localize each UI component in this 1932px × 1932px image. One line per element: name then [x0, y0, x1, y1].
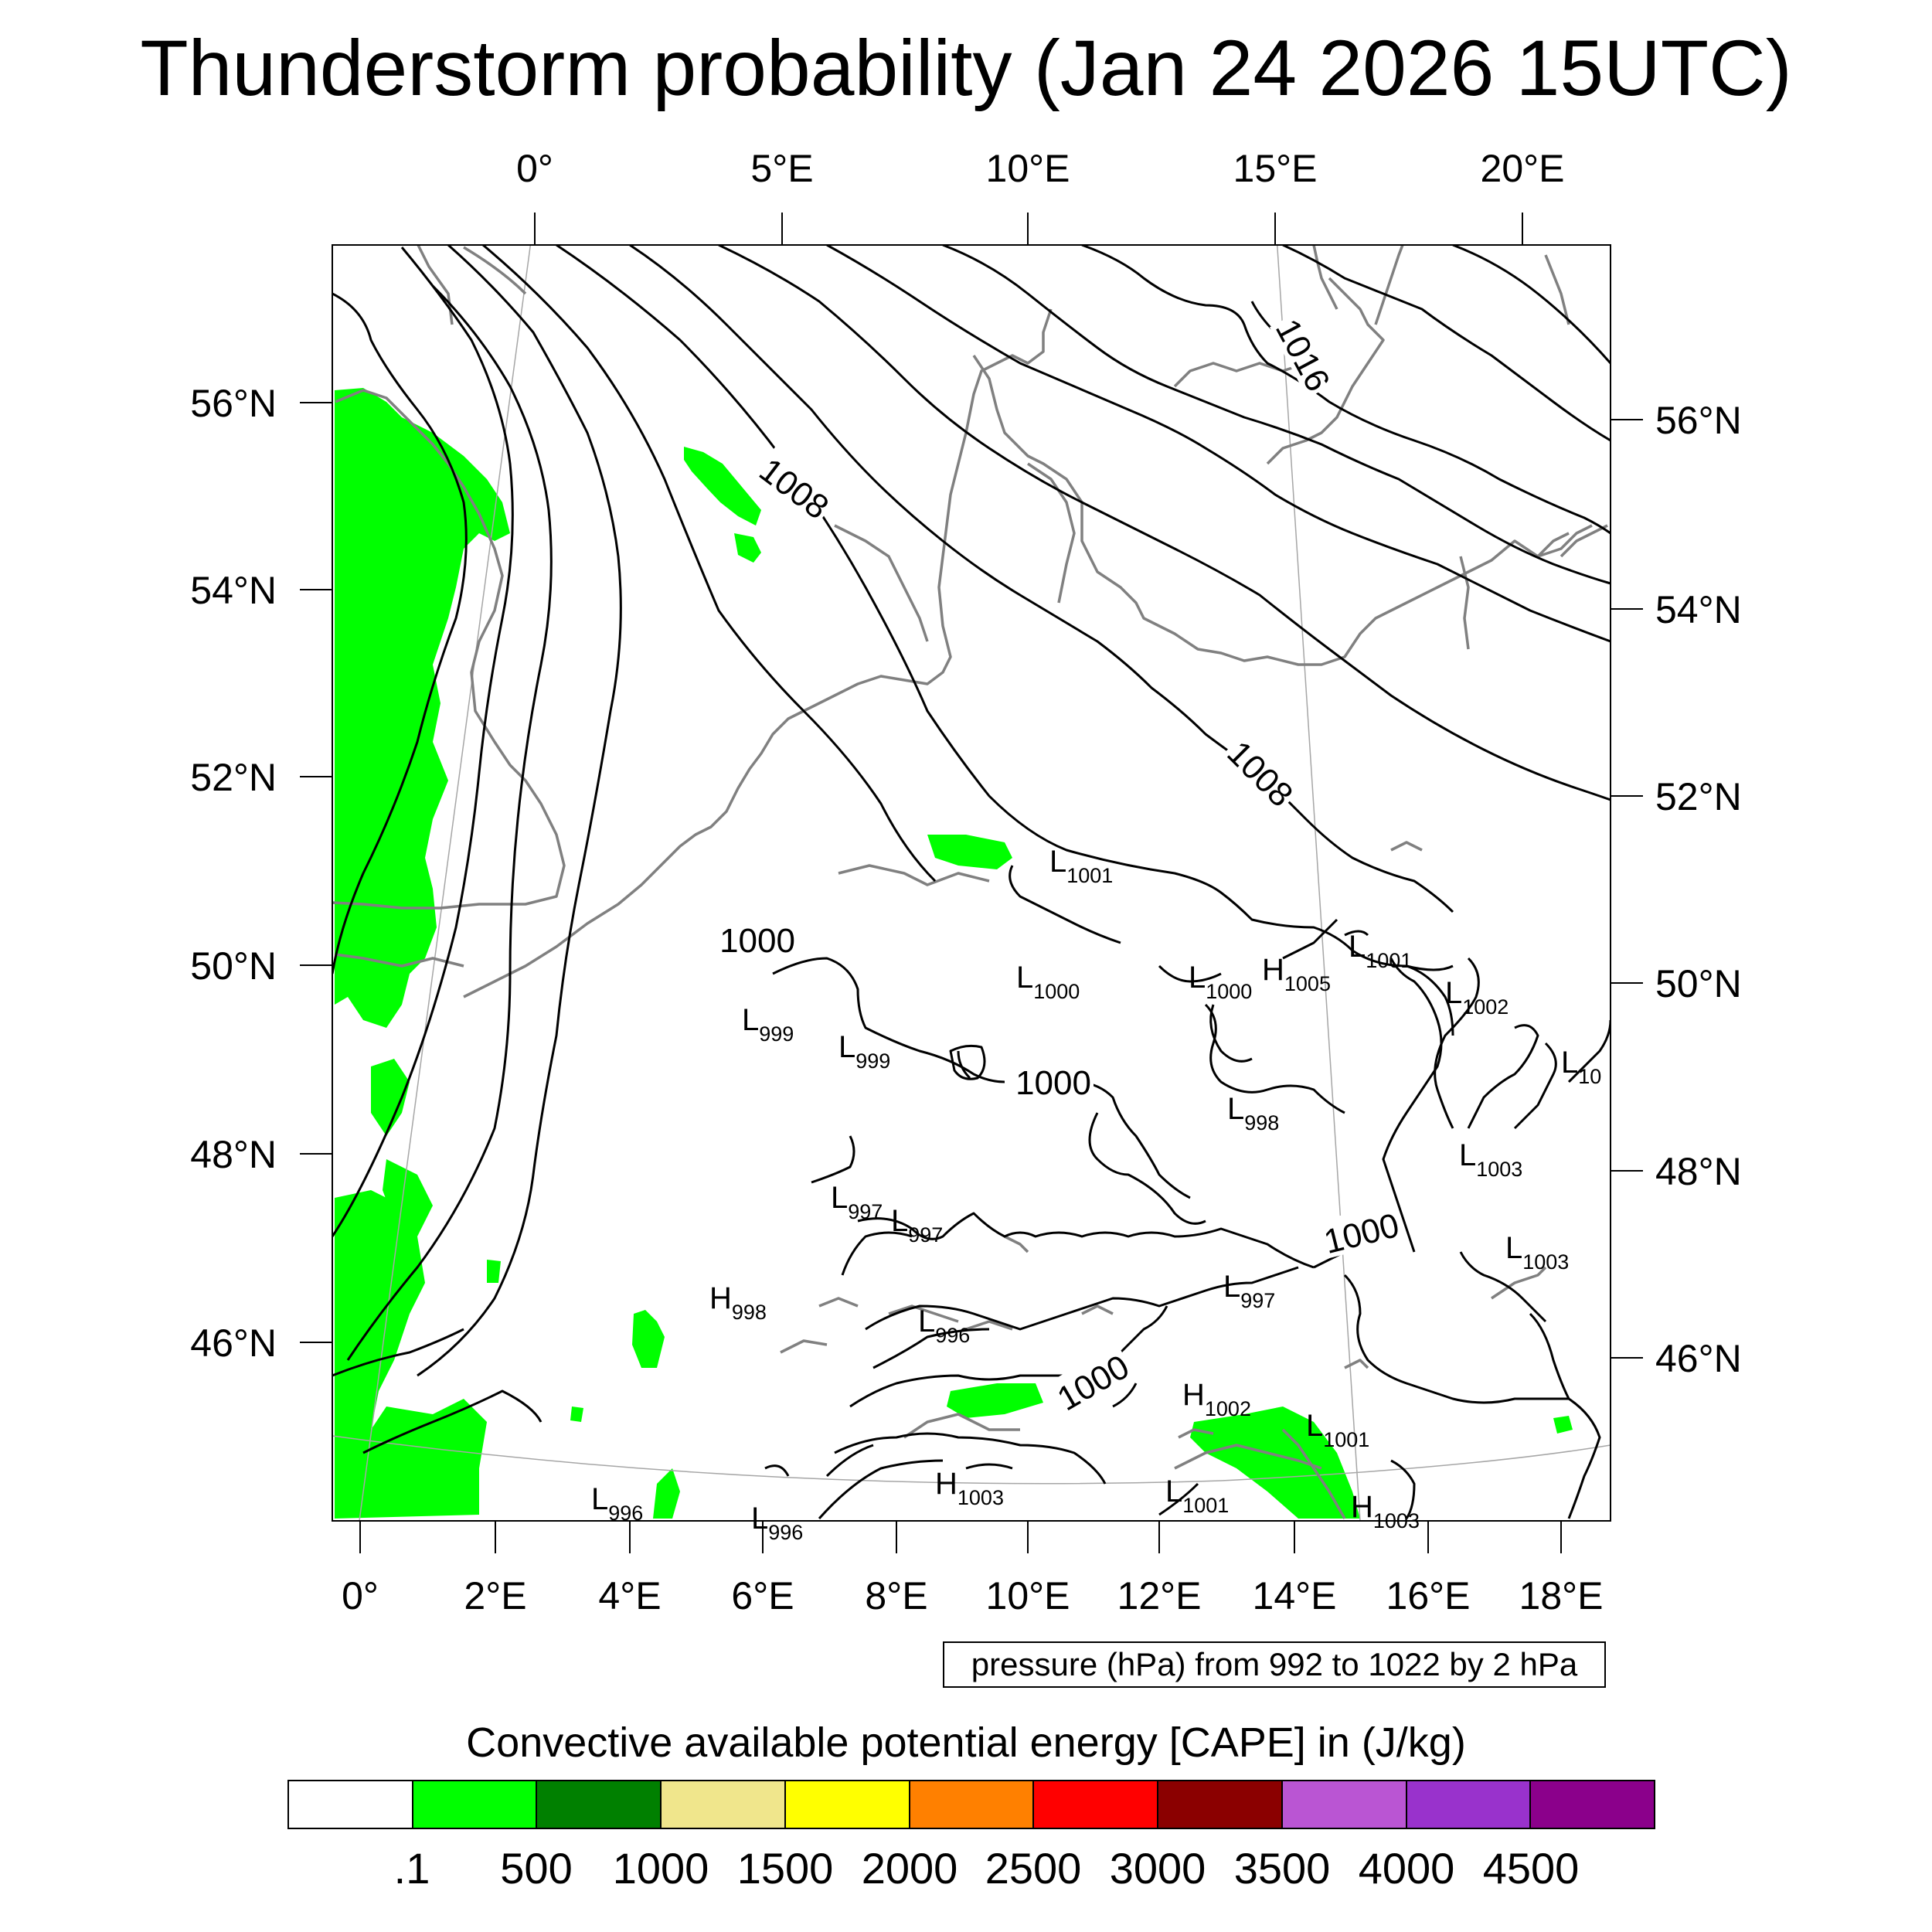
lon-label: 18°E [1519, 1574, 1604, 1617]
lon-label: 0° [516, 147, 553, 190]
right-latitude-labels: 56°N 54°N 52°N 50°N 48°N 46°N [1655, 399, 1742, 1380]
map-frame [332, 244, 1611, 1522]
lon-label: 10°E [986, 1574, 1070, 1617]
lon-label: 10°E [986, 147, 1070, 190]
pressure-center-low: L998 [1227, 1092, 1279, 1134]
pressure-center-high: H1003 [935, 1467, 1004, 1509]
lon-label: 0° [342, 1574, 379, 1617]
lat-label: 54°N [1655, 588, 1742, 631]
lon-label: 2°E [464, 1574, 526, 1617]
colorbar-label: 3000 [1109, 1844, 1206, 1893]
lat-label: 50°N [190, 944, 277, 988]
pressure-center-high: H998 [709, 1281, 767, 1324]
lon-label: 15°E [1233, 147, 1318, 190]
cape-shading [335, 388, 1573, 1519]
colorbar-swatch [1158, 1781, 1283, 1828]
lat-label: 48°N [190, 1133, 277, 1176]
tick-marks [300, 213, 1643, 1553]
pressure-center-low: L1003 [1505, 1231, 1569, 1274]
pressure-center-low: L10 [1561, 1046, 1601, 1088]
lon-label: 12°E [1117, 1574, 1202, 1617]
colorbar-label: 4500 [1482, 1844, 1580, 1893]
colorbar-label: 500 [500, 1844, 573, 1893]
legend-title: Convective available potential energy [C… [466, 1719, 1466, 1766]
top-longitude-labels: 0° 5°E 10°E 15°E 20°E [516, 147, 1564, 190]
pressure-center-low: L1000 [1189, 961, 1252, 1003]
colorbar-label: 4000 [1358, 1844, 1455, 1893]
colorbar-swatch [413, 1781, 538, 1828]
lat-label: 46°N [190, 1321, 277, 1365]
pressure-center-low: L997 [891, 1204, 943, 1247]
lon-label: 6°E [731, 1574, 794, 1617]
pressure-center-low: L996 [918, 1304, 970, 1347]
lat-label: 50°N [1655, 962, 1742, 1005]
colorbar-swatch [910, 1781, 1035, 1828]
pressure-center-high: H1003 [1351, 1490, 1420, 1532]
contour-label: 1000 [1015, 1064, 1091, 1102]
contour-info-box: pressure (hPa) from 992 to 1022 by 2 hPa [943, 1641, 1606, 1688]
lon-label: 16°E [1386, 1574, 1471, 1617]
colorbar-label: 3500 [1233, 1844, 1331, 1893]
left-latitude-labels: 56°N 54°N 52°N 50°N 48°N 46°N [190, 382, 277, 1365]
pressure-center-low: L1001 [1349, 930, 1412, 972]
bottom-longitude-labels: 0° 2°E 4°E 6°E 8°E 10°E 12°E 14°E 16°E 1… [342, 1574, 1603, 1617]
pressure-center-low: L1002 [1445, 976, 1509, 1019]
lat-label: 54°N [190, 569, 277, 612]
colorbar-swatch [1034, 1781, 1159, 1828]
lat-label: 56°N [190, 382, 277, 425]
contour-label: 1000 [1320, 1206, 1403, 1261]
colorbar-swatch [537, 1781, 662, 1828]
lat-label: 48°N [1655, 1150, 1742, 1193]
pressure-center-low: L1001 [1306, 1409, 1369, 1451]
colorbar-label: .1 [393, 1844, 430, 1893]
pressure-center-high: H1002 [1182, 1378, 1251, 1420]
pressure-center-low: L1003 [1459, 1138, 1522, 1181]
lon-label: 4°E [598, 1574, 661, 1617]
map-plot-area [332, 245, 1611, 1521]
pressure-center-low: L996 [591, 1482, 643, 1525]
page-title: Thunderstorm probability (Jan 24 2026 15… [140, 24, 1792, 112]
colorbar-label: 1000 [612, 1844, 709, 1893]
pressure-center-low: L999 [838, 1030, 890, 1073]
colorbar-label: 2000 [861, 1844, 958, 1893]
colorbar-swatch [1406, 1781, 1532, 1828]
coastlines [332, 245, 1608, 1519]
lon-label: 20°E [1481, 147, 1565, 190]
lat-label: 46°N [1655, 1337, 1742, 1380]
pressure-center-low: L999 [742, 1003, 794, 1046]
pressure-systems: L1001 L1001 L1000 L1000 H1005 L1002 L999… [591, 845, 1601, 1544]
lat-label: 56°N [1655, 399, 1742, 442]
pressure-center-low: L1001 [1165, 1475, 1229, 1517]
contour-label: 1000 [719, 922, 795, 960]
colorbar-swatch [1282, 1781, 1407, 1828]
colorbar-label: 2500 [985, 1844, 1082, 1893]
pressure-center-low: L1001 [1049, 845, 1113, 887]
lat-label: 52°N [190, 756, 277, 799]
colorbar-swatch [1531, 1781, 1655, 1828]
pressure-center-low: L997 [1223, 1270, 1275, 1312]
cape-colorbar [287, 1780, 1655, 1829]
isobars [332, 245, 1611, 1519]
lon-label: 14°E [1253, 1574, 1337, 1617]
colorbar-swatch [662, 1781, 786, 1828]
pressure-center-low: L1000 [1016, 961, 1080, 1003]
pressure-center-high: H1005 [1262, 953, 1331, 995]
pressure-center-low: L997 [831, 1181, 883, 1223]
colorbar-swatch [289, 1781, 413, 1828]
colorbar-label: 1500 [736, 1844, 834, 1893]
colorbar-swatch [785, 1781, 910, 1828]
lon-label: 5°E [750, 147, 813, 190]
lon-label: 8°E [865, 1574, 927, 1617]
lat-label: 52°N [1655, 775, 1742, 818]
pressure-center-low: L996 [751, 1502, 803, 1544]
